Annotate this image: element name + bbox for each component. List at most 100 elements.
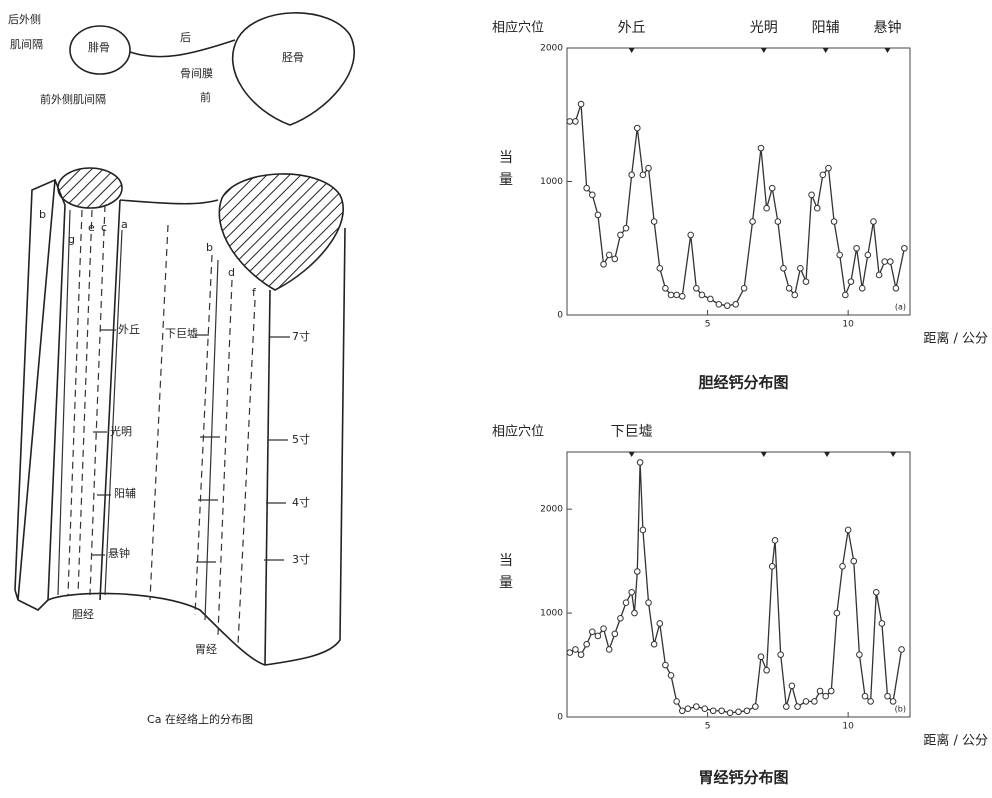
line-label: f: [252, 286, 257, 299]
point: [887, 258, 894, 265]
point: [673, 291, 680, 299]
plot-frame: [566, 47, 911, 316]
label: 肌间隔: [10, 38, 43, 51]
point: [777, 651, 784, 658]
point: [898, 646, 905, 653]
measure-label: 3寸: [292, 552, 310, 566]
point: [901, 244, 908, 252]
point: [639, 171, 647, 179]
point: [617, 614, 624, 622]
point: [566, 649, 574, 656]
marker-label: 光明: [750, 20, 778, 36]
point: [752, 703, 759, 710]
chart-title: 胆经钙分布图: [698, 374, 788, 392]
point: [808, 191, 815, 199]
point: [827, 687, 835, 695]
septum-strip: [14, 178, 56, 601]
point-label: 阳辅: [114, 486, 136, 500]
label: 后外侧: [8, 13, 41, 26]
line: [77, 209, 93, 596]
point: [693, 285, 700, 292]
y-tick-label: 0: [557, 311, 563, 321]
point: [780, 264, 787, 272]
label: 腓骨: [88, 41, 110, 54]
point: [802, 698, 810, 705]
point: [594, 211, 602, 219]
point: [667, 672, 675, 679]
point: [861, 692, 869, 700]
tibia-section: [232, 12, 356, 126]
point: [830, 218, 838, 225]
series-line: [569, 462, 903, 714]
marker-label: 外丘: [618, 20, 646, 36]
point: [774, 218, 782, 225]
point: [782, 703, 790, 710]
marker-arrow: [760, 452, 767, 457]
line: [194, 254, 213, 616]
x-tick-label: 10: [842, 320, 854, 330]
line-label: b: [39, 208, 46, 221]
marker-arrow: [628, 452, 635, 457]
line: [237, 299, 256, 646]
marker-label: 悬钟: [874, 19, 902, 36]
marker-arrow: [760, 48, 767, 53]
point: [836, 251, 844, 259]
label: 骨间膜: [180, 67, 213, 80]
point: [822, 692, 829, 700]
plot-frame: [566, 451, 911, 718]
point: [633, 124, 641, 132]
point: [577, 651, 585, 658]
point: [678, 293, 686, 300]
point: [611, 255, 619, 263]
point: [870, 218, 877, 225]
point: [678, 707, 686, 715]
point: [743, 707, 751, 715]
point: [701, 705, 709, 712]
point: [735, 708, 742, 716]
point: [811, 698, 818, 705]
leg-outline: [47, 199, 346, 666]
point: [872, 588, 880, 596]
point: [763, 204, 770, 212]
panel-label: (a): [895, 303, 906, 312]
point: [667, 291, 675, 299]
tibia-cap: [218, 173, 344, 291]
meridian-label: 胆经: [72, 608, 94, 621]
point: [662, 285, 669, 292]
point: [693, 703, 700, 710]
point: [566, 118, 574, 125]
line-label: a: [121, 218, 128, 231]
x-axis-label: 距离 / 公分: [923, 733, 988, 749]
point: [594, 632, 602, 640]
point: [867, 698, 874, 705]
point: [698, 291, 706, 299]
point: [850, 557, 858, 565]
point: [656, 620, 664, 627]
marker-arrow: [890, 452, 897, 457]
point: [864, 251, 872, 259]
point-label: 下巨墟: [165, 327, 198, 340]
edge: [264, 289, 271, 666]
y-tick-label: 1000: [540, 609, 563, 619]
point: [856, 651, 863, 658]
point: [611, 630, 619, 638]
marker-heading: 相应穴位: [492, 20, 544, 36]
point: [628, 171, 635, 179]
point: [639, 526, 647, 534]
point: [662, 661, 669, 669]
line: [89, 204, 106, 596]
point: [583, 184, 590, 192]
measure-label: 7寸: [292, 329, 310, 343]
y-axis-label: 当量: [497, 149, 513, 193]
point: [816, 687, 824, 695]
marker-arrow: [824, 452, 831, 457]
marker-arrow: [628, 48, 635, 53]
chart-title: 胃经钙分布图: [698, 769, 788, 787]
point: [707, 295, 714, 303]
fibula-cap: [57, 167, 123, 209]
series-line: [569, 103, 906, 307]
point: [802, 278, 810, 285]
point: [797, 264, 804, 272]
point: [600, 625, 607, 632]
point: [709, 707, 717, 715]
